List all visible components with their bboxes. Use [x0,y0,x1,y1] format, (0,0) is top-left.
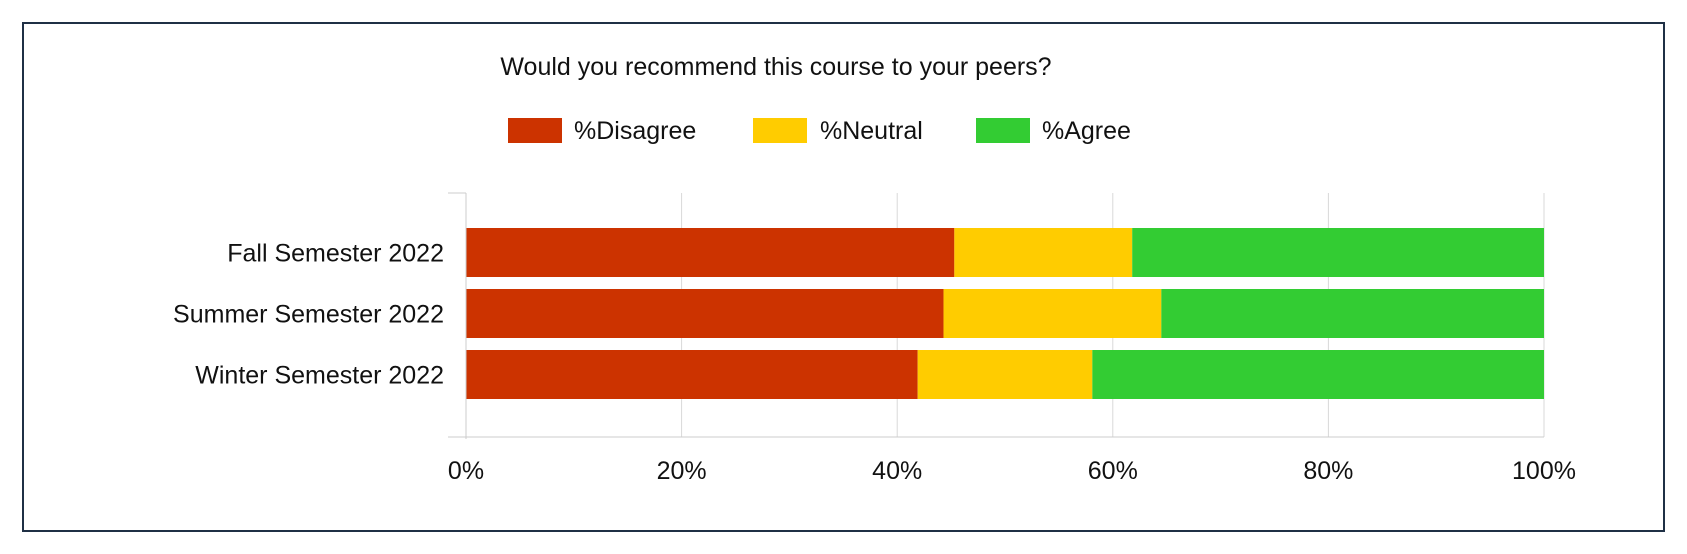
x-tick-label-1: 20% [657,457,707,485]
legend-label-0: %Disagree [574,117,696,145]
axes [448,192,1544,439]
y-category-label-2: Winter Semester 2022 [195,362,444,390]
y-category-label-1: Summer Semester 2022 [173,301,444,329]
bar-2-0 [466,350,918,399]
bar-1-0 [466,289,944,338]
bar-1-2 [1161,289,1544,338]
legend-swatch-2 [976,118,1030,143]
x-axis-tick-labels: 0% 20% 40% 60% 80% 100% [448,457,1576,485]
legend-swatch-1 [753,118,807,143]
chart-title: Would you recommend this course to your … [500,53,1051,81]
legend: %Disagree %Neutral %Agree [508,117,1131,145]
legend-label-1: %Neutral [820,117,923,145]
bar-0-1 [954,228,1133,277]
bar-0-0 [466,228,955,277]
x-tick-label-3: 60% [1088,457,1138,485]
y-axis-labels: Fall Semester 2022 Summer Semester 2022 Wi… [173,240,444,390]
y-category-label-0: Fall Semester 2022 [227,240,444,268]
bar-2-2 [1092,350,1544,399]
x-tick-label-4: 80% [1303,457,1353,485]
legend-swatch-0 [508,118,562,143]
bar-0-2 [1132,228,1544,277]
bars [466,228,1544,399]
bar-1-1 [943,289,1162,338]
legend-label-2: %Agree [1042,117,1131,145]
x-tick-label-0: 0% [448,457,484,485]
x-tick-label-5: 100% [1512,457,1576,485]
bar-2-1 [917,350,1093,399]
x-tick-label-2: 40% [872,457,922,485]
